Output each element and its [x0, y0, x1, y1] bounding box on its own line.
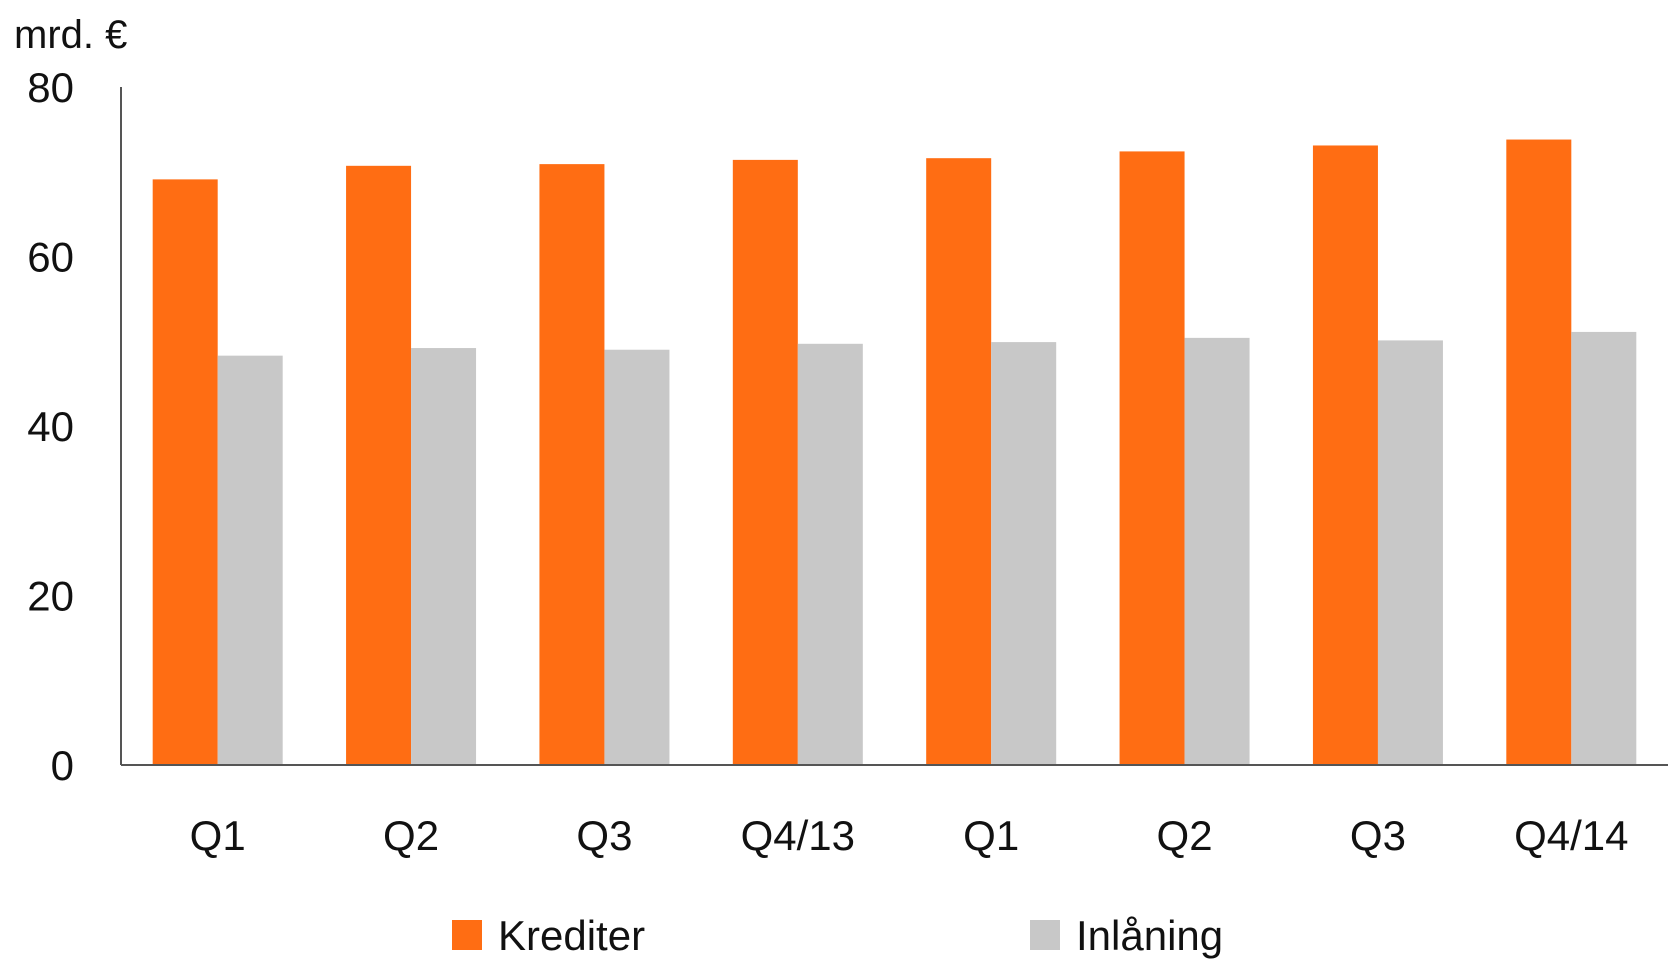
bar-series [152, 139, 1637, 766]
bar-krediter [732, 159, 798, 765]
x-tick-label: Q2 [1157, 812, 1213, 859]
legend-label-inlaning: Inlåning [1076, 912, 1223, 959]
bar-krediter [346, 165, 412, 765]
x-tick-label: Q3 [576, 812, 632, 859]
x-tick-label: Q1 [190, 812, 246, 859]
bar-krediter [152, 179, 218, 765]
y-tick-label: 40 [27, 403, 74, 450]
y-tick-label: 20 [27, 573, 74, 620]
x-tick-label: Q4/14 [1514, 812, 1628, 859]
legend-label-krediter: Krediter [498, 912, 645, 959]
x-axis-tick-labels: Q1 Q2 Q3 Q4/13 Q1 Q2 Q3 Q4/14 [190, 812, 1629, 859]
bar-krediter [926, 158, 992, 765]
bar-inlaning [604, 349, 670, 765]
x-tick-label: Q4/13 [741, 812, 855, 859]
bar-inlaning [991, 342, 1057, 765]
legend-swatch-inlaning [1030, 920, 1060, 950]
bar-inlaning [1571, 331, 1637, 765]
bar-krediter [539, 164, 605, 765]
x-tick-label: Q3 [1350, 812, 1406, 859]
y-axis-tick-labels: 0 20 40 60 80 [27, 64, 74, 789]
y-tick-label: 0 [51, 742, 74, 789]
y-tick-label: 60 [27, 234, 74, 281]
legend-swatch-krediter [452, 920, 482, 950]
x-tick-label: Q2 [383, 812, 439, 859]
legend: Krediter Inlåning [452, 912, 1223, 959]
bar-krediter [1312, 145, 1378, 766]
bar-inlaning [1184, 337, 1250, 765]
x-tick-label: Q1 [963, 812, 1019, 859]
y-axis-unit-label: mrd. € [14, 13, 127, 57]
y-tick-label: 80 [27, 64, 74, 111]
bar-inlaning [1377, 340, 1443, 765]
bar-krediter [1119, 151, 1185, 765]
bar-krediter [1506, 139, 1572, 766]
bar-inlaning [797, 343, 863, 765]
bar-inlaning [217, 355, 283, 765]
bar-inlaning [411, 348, 477, 765]
